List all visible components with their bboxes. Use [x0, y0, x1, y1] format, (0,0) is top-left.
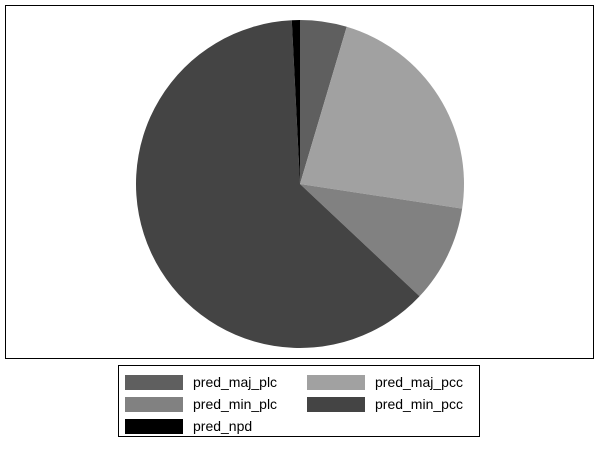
legend-swatch — [125, 374, 183, 390]
legend: pred_maj_plc pred_maj_pcc pred_min_plc p… — [118, 365, 480, 437]
pie-slice-pred-maj-pcc — [300, 26, 465, 209]
legend-item-pred-npd: pred_npd — [125, 417, 252, 435]
legend-label: pred_maj_plc — [193, 374, 278, 390]
legend-swatch — [307, 374, 365, 390]
pie-slice-pred-maj-plc — [300, 20, 347, 184]
legend-item-pred-maj-pcc: pred_maj_pcc — [307, 373, 463, 391]
plot-area — [5, 5, 594, 359]
legend-item-pred-min-pcc: pred_min_pcc — [307, 395, 463, 413]
pie-slice-pred-min-plc — [300, 184, 463, 297]
legend-swatch — [307, 396, 365, 412]
legend-label: pred_min_plc — [193, 396, 278, 412]
legend-item-pred-min-plc: pred_min_plc — [125, 395, 277, 413]
legend-item-pred-maj-plc: pred_maj_plc — [125, 373, 277, 391]
pie-slice-pred-npd — [291, 20, 300, 184]
pie-slice-pred-min-pcc — [136, 20, 420, 349]
legend-swatch — [125, 418, 183, 434]
legend-label: pred_min_pcc — [375, 396, 463, 412]
pie-chart — [136, 20, 465, 349]
legend-label: pred_npd — [193, 418, 253, 434]
legend-swatch — [125, 396, 183, 412]
legend-label: pred_maj_pcc — [375, 374, 463, 390]
